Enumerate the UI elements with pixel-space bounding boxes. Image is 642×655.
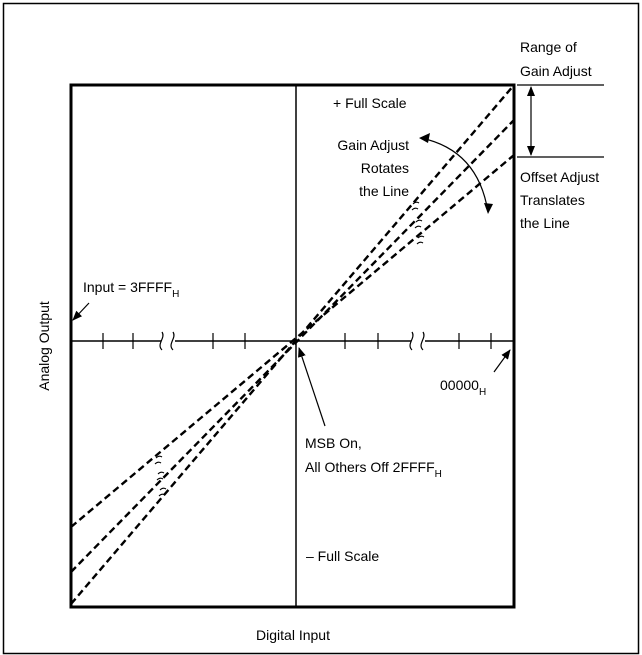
transfer-lines (70, 84, 515, 605)
transfer-line-shallow (70, 154, 515, 528)
msb-label-1: MSB On, (305, 435, 362, 451)
input-code-pointer (72, 302, 90, 321)
gain-adjust-label-3: the Line (359, 183, 409, 199)
msb-label-2: All Others Off 2FFFFH (305, 459, 442, 480)
offset-adjust-label-2: Translates (520, 192, 585, 208)
range-arrow-down (527, 146, 535, 156)
minus-full-scale-label: – Full Scale (306, 548, 379, 564)
rotation-arrow (420, 137, 489, 213)
input-code-label: Input = 3FFFFH (83, 279, 179, 300)
transfer-line-steep (70, 84, 515, 605)
plus-full-scale-label: + Full Scale (333, 95, 407, 111)
zero-code-label: 00000H (440, 377, 486, 398)
gain-adjust-label-1: Gain Adjust (337, 137, 409, 153)
transfer-line-mid (70, 119, 515, 573)
offset-adjust-label-3: the Line (520, 215, 570, 231)
zero-code-pointer (493, 349, 511, 373)
range-arrow-up (527, 86, 535, 96)
range-of-gain-adjust-label-2: Gain Adjust (520, 63, 592, 79)
gain-adjust-label-2: Rotates (361, 160, 409, 176)
axis-break-marks (159, 331, 425, 351)
line-break-marks-upper (411, 201, 425, 245)
rotation-arrowhead-top (419, 133, 430, 143)
msb-pointer (298, 347, 326, 427)
y-axis-title: Analog Output (36, 301, 52, 391)
x-axis-title: Digital Input (256, 627, 330, 643)
offset-adjust-label-1: Offset Adjust (520, 169, 599, 185)
line-break-marks-lower (154, 455, 167, 497)
rotation-arrowhead-bottom (484, 203, 493, 214)
plot-frame (69, 83, 516, 609)
axis-ticks (102, 333, 492, 349)
range-of-gain-adjust-label-1: Range of (520, 39, 577, 55)
